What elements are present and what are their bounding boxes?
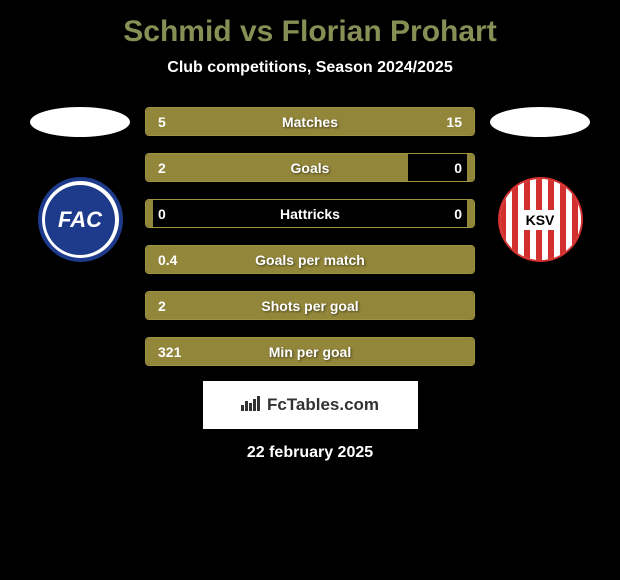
club-badge-right-text: KSV xyxy=(520,210,561,230)
stat-row: 2 0 Goals xyxy=(145,153,475,182)
club-badge-left-text: FAC xyxy=(58,207,102,233)
date-text: 22 february 2025 xyxy=(0,444,620,462)
page-title: Schmid vs Florian Prohart xyxy=(0,15,620,49)
player-right-column: KSV xyxy=(490,107,590,262)
stat-value-right: 15 xyxy=(446,114,462,130)
stat-value-left: 321 xyxy=(158,344,181,360)
stat-row: 2 Shots per goal xyxy=(145,291,475,320)
stat-bar-right xyxy=(467,154,474,181)
stat-value-left: 0 xyxy=(158,206,166,222)
brand-icon xyxy=(241,395,261,416)
page-subtitle: Club competitions, Season 2024/2025 xyxy=(0,59,620,77)
stat-value-left: 2 xyxy=(158,160,166,176)
brand-text: FcTables.com xyxy=(267,395,379,415)
stat-bar-right xyxy=(467,200,474,227)
stat-row: 321 Min per goal xyxy=(145,337,475,366)
main-content: FAC 5 15 Matches 2 0 Goals 0 0 Hattricks 0.4 Goals… xyxy=(0,107,620,366)
club-badge-left: FAC xyxy=(38,177,123,262)
stat-label: Matches xyxy=(282,114,338,130)
stat-row: 0.4 Goals per match xyxy=(145,245,475,274)
player-left-avatar xyxy=(30,107,130,137)
stat-value-left: 2 xyxy=(158,298,166,314)
comparison-container: Schmid vs Florian Prohart Club competiti… xyxy=(0,0,620,472)
stat-bar-left xyxy=(146,154,408,181)
player-right-avatar xyxy=(490,107,590,137)
stat-row: 0 0 Hattricks xyxy=(145,199,475,228)
stat-value-left: 5 xyxy=(158,114,166,130)
stat-label: Goals xyxy=(291,160,330,176)
player-left-column: FAC xyxy=(30,107,130,262)
stat-value-left: 0.4 xyxy=(158,252,177,268)
stat-label: Goals per match xyxy=(255,252,365,268)
stat-label: Min per goal xyxy=(269,344,351,360)
stat-row: 5 15 Matches xyxy=(145,107,475,136)
stat-value-right: 0 xyxy=(454,206,462,222)
brand-banner: FcTables.com xyxy=(203,381,418,429)
club-badge-right: KSV xyxy=(498,177,583,262)
stat-label: Shots per goal xyxy=(261,298,358,314)
stat-bar-right xyxy=(228,108,474,135)
stat-bar-left xyxy=(146,200,153,227)
stats-column: 5 15 Matches 2 0 Goals 0 0 Hattricks 0.4 Goals per… xyxy=(145,107,475,366)
stat-label: Hattricks xyxy=(280,206,340,222)
stat-value-right: 0 xyxy=(454,160,462,176)
